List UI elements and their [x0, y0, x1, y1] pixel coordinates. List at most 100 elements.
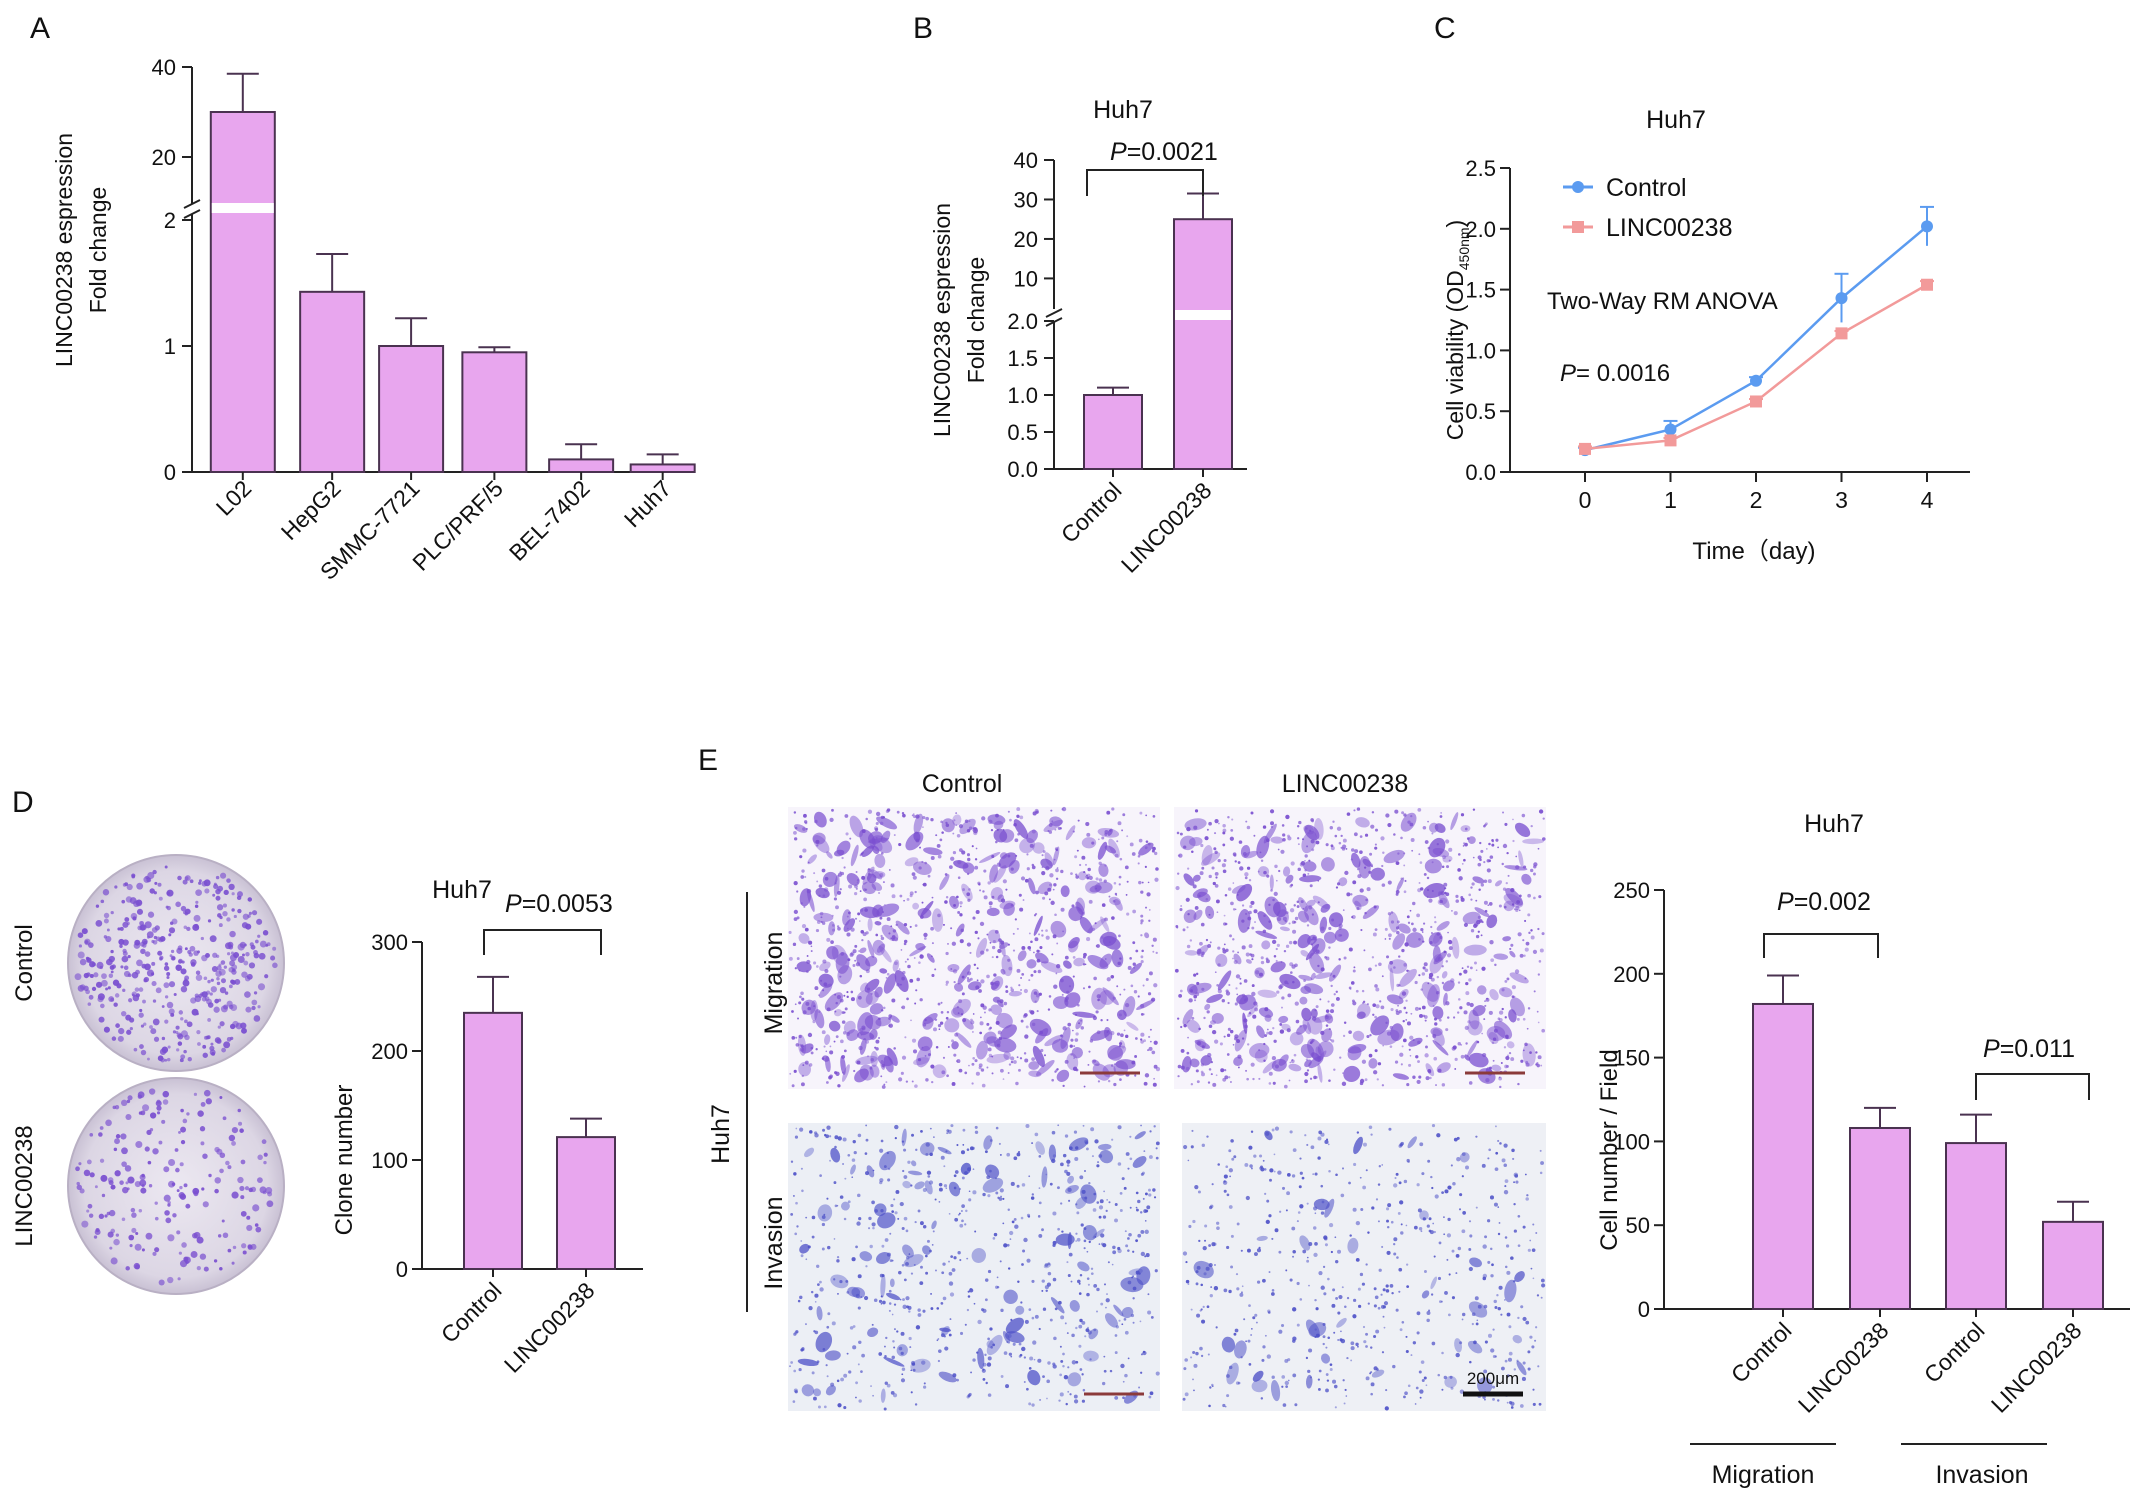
- migration-cell: [991, 854, 995, 859]
- migration-cell: [1510, 1057, 1515, 1062]
- migration-cell: [1525, 1060, 1529, 1064]
- migration-cell: [870, 1057, 875, 1062]
- migration-cell: [1315, 1005, 1319, 1009]
- invasion-cell: [868, 1216, 872, 1221]
- migration-cell: [1062, 1084, 1065, 1088]
- migration-cell: [1083, 870, 1086, 874]
- colony-dot: [174, 1148, 179, 1152]
- colony-dot: [255, 1226, 262, 1233]
- invasion-cell: [967, 1394, 971, 1398]
- migration-cell: [1002, 879, 1007, 884]
- migration-cell: [1085, 875, 1087, 878]
- colony-dot: [99, 1126, 104, 1130]
- colony-dot: [222, 911, 228, 917]
- invasion-cell: [900, 1331, 905, 1336]
- colony-dot: [128, 998, 133, 1003]
- invasion-cell: [1471, 1322, 1474, 1326]
- migration-cell: [843, 994, 846, 997]
- invasion-cell: [1105, 1306, 1107, 1309]
- invasion-cell: [1385, 1284, 1389, 1288]
- invasion-cell: [889, 1259, 893, 1263]
- migration-cell: [1052, 846, 1060, 866]
- migration-cell: [916, 1045, 932, 1068]
- colony-dot: [111, 964, 116, 969]
- migration-cell: [1431, 832, 1434, 835]
- migration-cell: [986, 1066, 989, 1069]
- migration-cell: [979, 852, 1001, 864]
- invasion-cell: [1522, 1225, 1526, 1229]
- migration-cell: [1076, 849, 1079, 852]
- migration-cell: [1418, 853, 1421, 856]
- migration-cell: [798, 933, 810, 944]
- invasion-cell: [1399, 1200, 1404, 1205]
- migration-cell: [1503, 1046, 1507, 1049]
- migration-cell: [994, 1037, 1017, 1053]
- invasion-cell: [1047, 1271, 1052, 1276]
- invasion-cell: [1251, 1328, 1253, 1330]
- migration-cell: [1054, 828, 1057, 831]
- invasion-cell: [837, 1403, 842, 1408]
- invasion-cell: [992, 1343, 996, 1347]
- migration-cell: [1382, 1044, 1384, 1047]
- invasion-cell: [1037, 1215, 1041, 1218]
- migration-cell: [1237, 951, 1240, 954]
- invasion-cell: [1456, 1136, 1460, 1140]
- invasion-cell: [1135, 1206, 1138, 1209]
- migration-cell: [1140, 914, 1144, 918]
- migration-cell: [892, 929, 897, 933]
- migration-cell: [902, 813, 906, 818]
- invasion-cell: [1087, 1283, 1090, 1286]
- invasion-cell: [938, 1349, 942, 1353]
- migration-cell: [1052, 996, 1069, 1009]
- invasion-cell: [1155, 1156, 1159, 1160]
- invasion-cell: [1532, 1277, 1535, 1280]
- migration-cell: [986, 974, 990, 979]
- migration-cell: [994, 930, 999, 934]
- migration-cell: [1501, 862, 1504, 866]
- migration-cell: [1003, 902, 1015, 916]
- invasion-cell: [1416, 1183, 1420, 1187]
- invasion-cell: [817, 1405, 821, 1409]
- invasion-cell: [801, 1347, 805, 1351]
- invasion-cell: [938, 1200, 941, 1203]
- migration-cell: [1223, 1035, 1226, 1038]
- migration-cell: [821, 868, 826, 873]
- migration-cell: [1187, 1036, 1189, 1039]
- migration-cell: [1500, 1061, 1503, 1064]
- migration-cell: [1034, 937, 1039, 942]
- invasion-cell: [1329, 1368, 1333, 1372]
- invasion-cell: [1482, 1276, 1487, 1281]
- migration-cell: [1432, 931, 1442, 944]
- colony-dot: [134, 1243, 142, 1251]
- invasion-cell: [1183, 1367, 1187, 1371]
- invasion-cell: [1535, 1231, 1538, 1234]
- migration-cell: [1533, 862, 1538, 867]
- colony-dot: [157, 882, 162, 887]
- migration-cell: [1409, 909, 1412, 912]
- invasion-cell: [1038, 1233, 1043, 1238]
- invasion-cell: [891, 1355, 895, 1360]
- invasion-cell: [1322, 1335, 1326, 1339]
- invasion-cell: [1371, 1369, 1385, 1378]
- colony-dot: [152, 999, 157, 1003]
- migration-cell: [1113, 1082, 1117, 1087]
- invasion-cell: [926, 1170, 932, 1175]
- migration-cell: [1217, 858, 1221, 863]
- colony-dot: [211, 966, 218, 972]
- colony-dot: [227, 1248, 232, 1253]
- b-ytick-label-1: 0.5: [1007, 420, 1038, 445]
- migration-cell: [1360, 928, 1363, 932]
- migration-cell: [988, 1053, 993, 1058]
- invasion-cell: [852, 1345, 857, 1350]
- migration-cell: [1321, 1028, 1333, 1042]
- colony-dot: [139, 1044, 144, 1049]
- invasion-cell: [1140, 1230, 1145, 1234]
- invasion-cell: [895, 1190, 900, 1194]
- migration-cell: [874, 986, 883, 998]
- colony-dot: [210, 978, 214, 982]
- migration-cell: [1016, 814, 1020, 818]
- migration-cell: [1286, 1028, 1291, 1033]
- invasion-cell: [959, 1223, 964, 1228]
- invasion-cell: [1059, 1345, 1062, 1348]
- invasion-cell: [1328, 1222, 1334, 1228]
